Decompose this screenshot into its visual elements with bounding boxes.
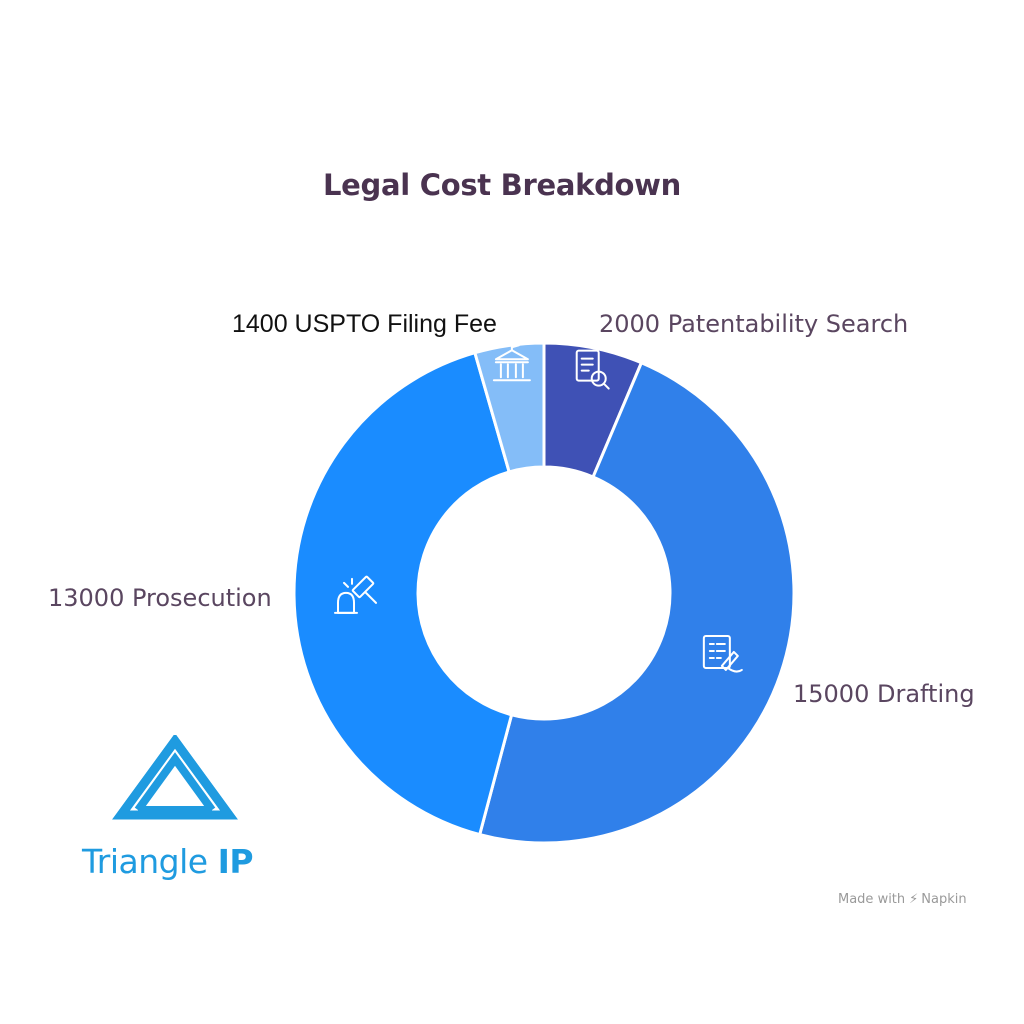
napkin-logo-icon: ⚡ (909, 892, 919, 907)
slice-drafting (477, 360, 796, 845)
slice-label-prosecution: 13000 Prosecution (48, 584, 272, 612)
document-sign-icon (702, 634, 743, 673)
chart-title: Legal Cost Breakdown (323, 168, 681, 202)
gavel-icon (334, 575, 378, 614)
slice-label-patentability-search: 2000 Patentability Search (599, 310, 909, 338)
government-building-icon (492, 342, 531, 382)
slice-prosecution (292, 350, 514, 837)
made-with-napkin-watermark: Made with ⚡ Napkin (838, 892, 967, 907)
logo-wordmark: Triangle IP (82, 842, 254, 881)
slice-label-uspto-filing-fee: 1400 USPTO Filing Fee (232, 310, 497, 338)
slice-label-drafting: 15000 Drafting (793, 680, 975, 708)
triangle-ip-logo (112, 735, 238, 820)
slice-uspto-filing-fee (473, 341, 546, 474)
document-search-icon (575, 349, 610, 390)
